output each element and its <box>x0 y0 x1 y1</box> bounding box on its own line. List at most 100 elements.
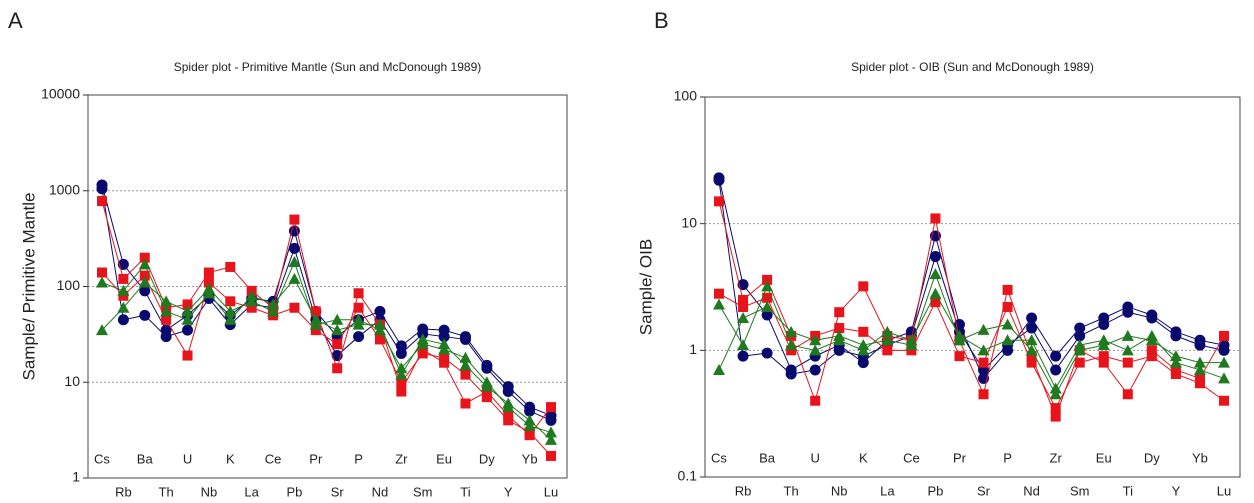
marker <box>288 272 301 284</box>
marker <box>1074 357 1085 368</box>
marker <box>1001 334 1014 346</box>
series-line <box>718 272 1224 396</box>
marker <box>97 267 107 278</box>
marker <box>929 287 942 299</box>
marker <box>786 345 797 356</box>
marker <box>761 347 773 359</box>
x-tick-label: Nd <box>372 484 389 499</box>
x-tick-label: Zr <box>395 451 408 466</box>
series <box>718 285 1225 390</box>
y-tick-label: 1 <box>72 469 80 485</box>
x-tick-label: Dy <box>1144 450 1160 465</box>
series <box>718 180 1225 375</box>
marker <box>1121 329 1134 341</box>
marker <box>438 338 451 350</box>
marker <box>117 314 129 326</box>
marker <box>353 288 364 299</box>
x-tick-label: Zr <box>1050 450 1063 465</box>
marker <box>224 313 237 325</box>
marker <box>332 363 343 374</box>
marker <box>929 251 941 263</box>
marker <box>1219 395 1229 406</box>
marker <box>181 313 194 325</box>
marker <box>762 274 773 285</box>
marker <box>1218 344 1230 356</box>
x-tick-label: U <box>810 450 819 465</box>
marker <box>225 261 236 272</box>
marker <box>1121 344 1134 356</box>
series-line <box>718 201 1225 418</box>
marker <box>524 427 535 438</box>
marker <box>373 318 386 330</box>
marker <box>1002 301 1013 312</box>
marker <box>930 297 941 308</box>
y-tick-label: 100 <box>674 88 698 104</box>
x-tick-label: Lu <box>544 484 558 499</box>
marker <box>737 339 750 351</box>
marker <box>395 347 407 359</box>
x-tick-label: Ba <box>759 450 776 465</box>
marker <box>1169 350 1182 362</box>
y-tick-label: 10000 <box>41 86 80 102</box>
panel-label: B <box>654 8 669 33</box>
marker <box>182 324 194 336</box>
marker <box>809 364 821 376</box>
marker <box>833 334 846 346</box>
series <box>101 263 552 441</box>
marker <box>139 309 151 321</box>
marker <box>906 345 917 356</box>
x-tick-label: Nb <box>201 484 218 499</box>
marker <box>331 313 344 325</box>
x-tick-label: Y <box>1172 483 1181 498</box>
marker <box>182 299 193 310</box>
marker <box>738 294 749 305</box>
marker <box>160 331 172 343</box>
marker <box>1219 330 1229 341</box>
marker <box>1026 351 1037 362</box>
x-tick-label: P <box>1003 450 1012 465</box>
x-tick-label: Cs <box>94 451 110 466</box>
x-tick-label: Ce <box>265 451 282 466</box>
x-tick-label: Th <box>159 484 174 499</box>
series-line <box>101 263 552 441</box>
series <box>718 201 1225 418</box>
marker <box>762 292 773 303</box>
marker <box>118 273 129 284</box>
x-tick-label: Lu <box>1217 483 1231 498</box>
marker <box>267 298 280 310</box>
marker <box>225 296 236 307</box>
marker <box>882 345 893 356</box>
y-tick-label: 0.1 <box>678 468 698 484</box>
series <box>101 184 552 416</box>
marker <box>202 287 215 299</box>
panel-label: A <box>8 8 23 33</box>
x-tick-label: Th <box>784 483 799 498</box>
marker <box>1146 312 1158 324</box>
marker <box>1050 403 1061 414</box>
marker <box>481 362 493 374</box>
marker <box>834 323 845 334</box>
marker <box>396 377 407 388</box>
marker <box>713 174 725 186</box>
marker <box>785 368 797 380</box>
marker <box>310 306 321 317</box>
marker <box>1050 364 1062 376</box>
marker <box>1050 411 1061 422</box>
marker <box>523 414 536 426</box>
x-tick-label: Rb <box>735 483 752 498</box>
marker <box>1169 356 1182 368</box>
series <box>718 293 1225 410</box>
x-tick-label: Ti <box>1123 483 1133 498</box>
marker <box>288 225 300 237</box>
x-tick-label: Sr <box>977 483 991 498</box>
series-line <box>101 260 552 433</box>
marker <box>438 331 450 343</box>
marker <box>737 311 750 323</box>
marker <box>810 395 821 406</box>
marker <box>139 252 150 263</box>
x-tick-label: Nb <box>831 483 848 498</box>
marker <box>881 334 894 346</box>
marker <box>1026 357 1037 368</box>
marker <box>289 214 300 225</box>
x-tick-label: Yb <box>522 451 538 466</box>
